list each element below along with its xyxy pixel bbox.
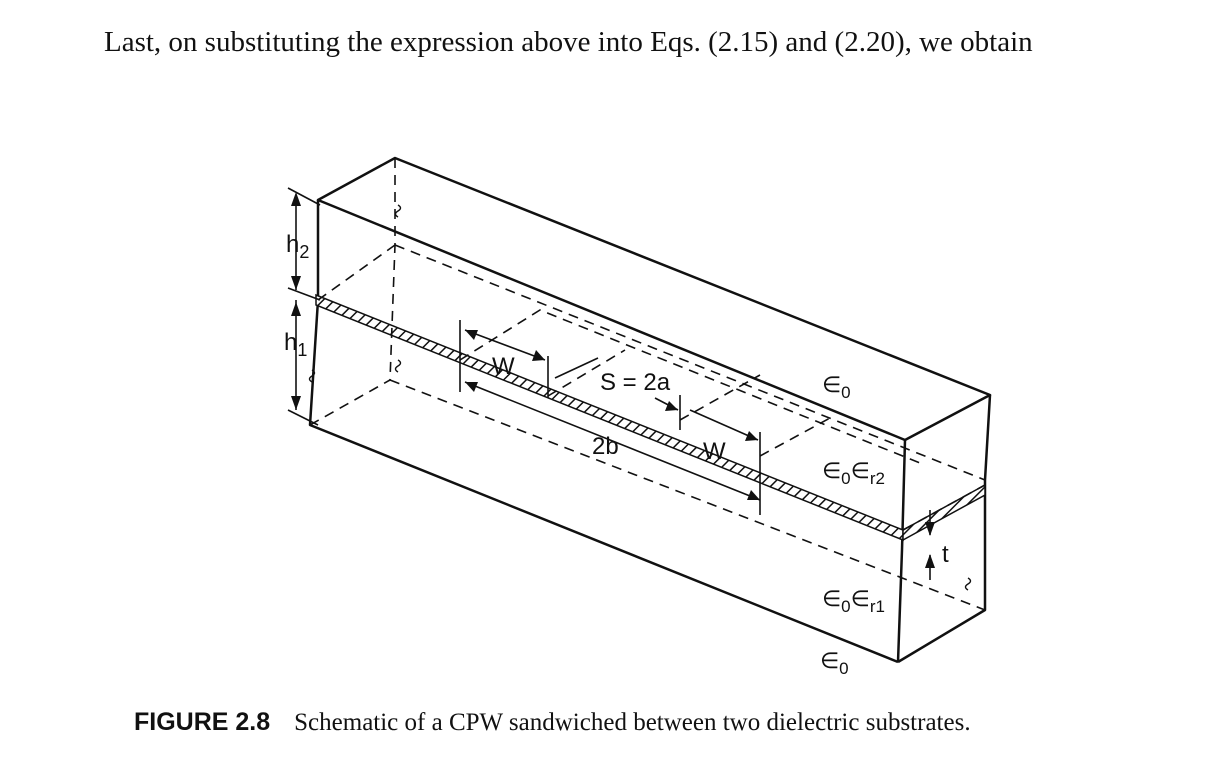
label-h2: h2 bbox=[286, 231, 309, 262]
label-eps-bottom: ∈0 bbox=[820, 648, 849, 678]
figure-caption: FIGURE 2.8 Schematic of a CPW sandwiched … bbox=[134, 708, 971, 737]
hidden-lines bbox=[309, 158, 986, 611]
label-h1: h1 bbox=[284, 329, 307, 360]
conductor-layer bbox=[315, 293, 986, 542]
label-w-left: W bbox=[492, 353, 515, 380]
box-outline bbox=[308, 156, 992, 664]
label-s-2a: S = 2a bbox=[600, 369, 671, 396]
break-marks bbox=[308, 204, 972, 591]
caption-label: FIGURE 2.8 bbox=[134, 708, 271, 736]
label-w-right: W bbox=[703, 438, 726, 465]
label-eps-r2: ∈0∈r2 bbox=[822, 458, 885, 488]
caption-text: Schematic of a CPW sandwiched between tw… bbox=[294, 709, 971, 736]
label-t: t bbox=[942, 541, 949, 568]
label-eps-top: ∈0 bbox=[822, 372, 851, 402]
arrowheads bbox=[291, 192, 935, 568]
label-eps-r1: ∈0∈r1 bbox=[822, 586, 885, 616]
cpw-figure: h2 h1 W S = 2a 2b W ∈0 ∈0∈r2 ∈0∈r1 ∈0 t bbox=[0, 120, 1222, 680]
label-2b: 2b bbox=[592, 433, 619, 460]
dimension-lines bbox=[287, 187, 931, 580]
intro-paragraph: Last, on substituting the expression abo… bbox=[104, 26, 1033, 58]
cpw-schematic: h2 h1 W S = 2a 2b W ∈0 ∈0∈r2 ∈0∈r1 ∈0 t bbox=[284, 156, 992, 678]
